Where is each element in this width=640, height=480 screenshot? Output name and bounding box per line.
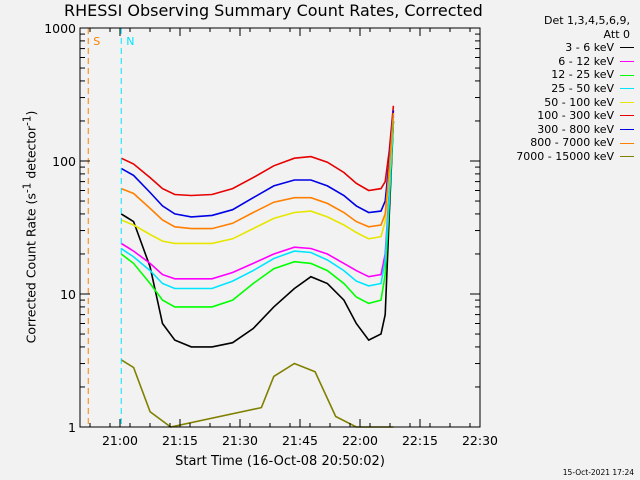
y-axis-title-part-3: ) — [23, 110, 39, 116]
legend-swatch — [620, 115, 634, 117]
legend-entry-3: 12 - 25 keV — [484, 68, 634, 82]
legend-entry-2: 6 - 12 keV — [484, 55, 634, 69]
y-tick-label: 10 — [60, 287, 76, 302]
x-tick-label: 22:00 — [342, 433, 378, 448]
legend-entry-4: 25 - 50 keV — [484, 82, 634, 96]
legend-label: 7000 - 15000 keV — [516, 149, 614, 163]
series-line-9 — [120, 359, 394, 428]
generation-timestamp: 15-Oct-2021 17:24 — [562, 468, 634, 477]
legend-swatch — [620, 142, 634, 144]
legend-label: 100 - 300 keV — [537, 109, 614, 123]
legend-label: 800 - 7000 keV — [530, 136, 614, 150]
series-line-6 — [120, 105, 395, 197]
legend-entry-1: 3 - 6 keV — [484, 41, 634, 55]
y-tick-label: 1 — [68, 420, 76, 435]
x-tick-label: 21:30 — [222, 433, 258, 448]
plot-background — [80, 28, 480, 427]
x-axis-title: Start Time (16-Oct-08 20:50:02) — [175, 454, 385, 469]
legend-swatch — [620, 129, 634, 131]
series-line-5 — [120, 112, 395, 245]
series-line-4 — [120, 115, 395, 290]
series-line-8 — [120, 112, 395, 230]
legend-label: 300 - 800 keV — [537, 122, 614, 136]
y-axis-title-part-1: Corrected Count Rate (s — [23, 193, 39, 344]
legend-entry-9: 7000 - 15000 keV — [484, 150, 634, 164]
legend-swatch — [620, 156, 634, 158]
legend-swatch — [620, 88, 634, 90]
y-axis-title-exponent-2: -1 — [21, 115, 34, 126]
y-axis-title: Corrected Count Rate (s-1 detector-1) — [21, 111, 38, 344]
x-tick-label: 22:15 — [402, 433, 438, 448]
axis-layer: 21:00 21:15 21:30 21:45 22:00 22:15 22:30 1 10 10… — [44, 21, 498, 448]
x-tick-label: 21:15 — [162, 433, 198, 448]
marker-label-2: N — [126, 35, 134, 48]
legend-swatch — [620, 47, 634, 49]
y-tick-label: 100 — [52, 154, 76, 169]
y-axis-title-exponent-1: -1 — [21, 182, 34, 194]
plot-frame — [79, 27, 481, 428]
legend-swatch — [620, 61, 634, 63]
x-tick-label: 22:30 — [462, 433, 498, 448]
legend-entry-6: 100 - 300 keV — [484, 109, 634, 123]
legend-label: 3 - 6 keV — [565, 41, 614, 55]
legend-swatch — [620, 74, 634, 76]
y-tick-label: 1000 — [44, 21, 76, 36]
legend-header-line-2: Att 0 — [603, 27, 630, 41]
x-tick-label: 21:00 — [102, 433, 138, 448]
x-tick-label: 21:45 — [282, 433, 318, 448]
legend-label: 25 - 50 keV — [551, 81, 614, 95]
legend-entry-5: 50 - 100 keV — [484, 96, 634, 110]
legend-label: 12 - 25 keV — [551, 68, 614, 82]
legend-label: 6 - 12 keV — [558, 54, 614, 68]
chart-title: RHESSI Observing Summary Count Rates, Co… — [64, 1, 483, 20]
legend-swatch — [620, 101, 634, 103]
y-axis-title-part-2: detector — [23, 125, 39, 183]
legend: Det 1,3,4,5,6,9, Att 0 3 - 6 keV 6 - 12 k… — [484, 14, 634, 164]
legend-entry-7: 300 - 800 keV — [484, 123, 634, 137]
legend-label: 50 - 100 keV — [544, 95, 614, 109]
marker-label-1: S — [93, 35, 100, 48]
series-line-1 — [120, 120, 395, 348]
series-layer — [120, 105, 395, 428]
legend-entry-8: 800 - 7000 keV — [484, 136, 634, 150]
legend-header-line-1: Det 1,3,4,5,6,9, — [543, 14, 630, 27]
series-line-2 — [120, 115, 395, 280]
series-line-3 — [120, 120, 395, 308]
series-line-7 — [120, 110, 395, 218]
